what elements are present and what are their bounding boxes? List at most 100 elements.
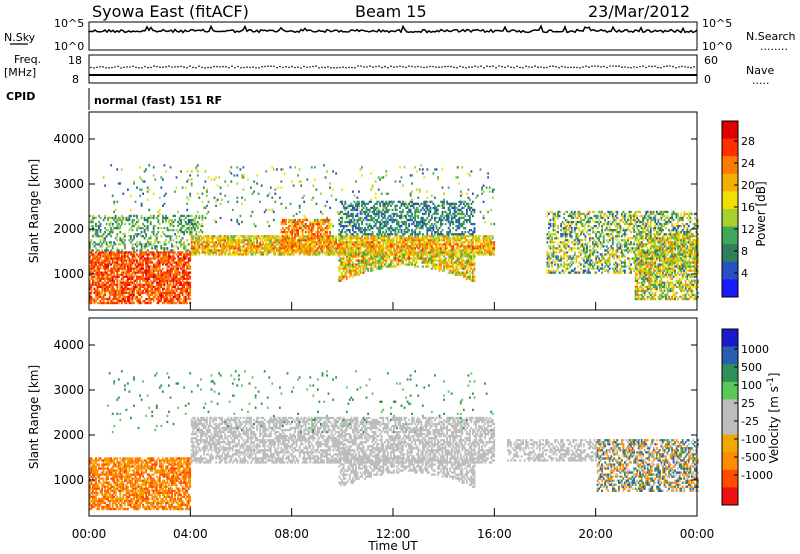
heatmap-cell <box>133 301 135 305</box>
nave-dot <box>273 65 275 68</box>
heatmap-cell <box>195 168 198 171</box>
heatmap-cell <box>370 214 372 218</box>
heatmap-cell <box>446 241 448 244</box>
heatmap-cell <box>432 249 435 252</box>
heatmap-cell <box>219 245 222 248</box>
heatmap-cell <box>365 239 368 242</box>
heatmap-cell <box>323 164 325 167</box>
heatmap-cell <box>225 247 228 250</box>
heatmap-cell <box>130 235 132 238</box>
heatmap-cell <box>136 235 138 238</box>
heatmap-cell <box>289 166 292 169</box>
heatmap-cell <box>352 247 354 250</box>
heatmap-cell <box>409 210 412 214</box>
heatmap-cell <box>111 229 114 232</box>
heatmap-cell <box>93 265 96 268</box>
heatmap-cell <box>178 216 181 220</box>
heatmap-cell <box>236 182 239 185</box>
heatmap-cell <box>423 261 426 264</box>
heatmap-cell <box>424 251 427 254</box>
heatmap-cell <box>353 194 356 197</box>
heatmap-cell <box>317 253 319 256</box>
heatmap-cell <box>184 220 187 224</box>
heatmap-cell <box>440 243 442 246</box>
heatmap-cell <box>89 267 91 270</box>
heatmap-cell <box>99 257 102 260</box>
heatmap-cell <box>348 253 351 256</box>
heatmap-cell <box>450 261 453 264</box>
heatmap-cell <box>263 239 266 242</box>
heatmap-cell <box>396 208 398 212</box>
heatmap-cell <box>178 265 181 268</box>
heatmap-cell <box>231 237 234 240</box>
heatmap-cell <box>423 222 426 226</box>
nave-dot <box>345 67 347 69</box>
heatmap-cell <box>385 261 388 264</box>
heatmap-cell <box>257 243 260 246</box>
heatmap-cell <box>174 265 176 268</box>
heatmap-cell <box>385 231 388 234</box>
heatmap-cell <box>128 271 131 274</box>
heatmap-cell <box>155 247 158 250</box>
heatmap-cell <box>254 251 257 254</box>
heatmap-cell <box>151 275 154 278</box>
heatmap-cell <box>140 275 143 278</box>
heatmap-cell <box>286 227 289 230</box>
heatmap-cell <box>152 297 155 301</box>
heatmap-cell <box>162 178 164 181</box>
heatmap-cell <box>136 289 138 293</box>
heatmap-cell <box>286 233 289 236</box>
heatmap-cell <box>288 224 290 228</box>
heatmap-cell <box>390 227 392 230</box>
heatmap-cell <box>385 265 388 268</box>
heatmap-cell <box>347 229 350 232</box>
heatmap-cell <box>329 253 331 256</box>
heatmap-cell <box>187 257 190 260</box>
heatmap-cell <box>415 245 418 248</box>
heatmap-cell <box>386 263 389 266</box>
heatmap-cell <box>120 261 123 264</box>
heatmap-cell <box>289 241 292 244</box>
heatmap-cell <box>175 245 178 248</box>
heatmap-cell <box>364 237 366 240</box>
heatmap-cell <box>446 237 448 240</box>
heatmap-cell <box>113 241 116 244</box>
heatmap-cell <box>218 239 220 242</box>
heatmap-cell <box>162 289 164 293</box>
heatmap-cell <box>312 224 315 228</box>
heatmap-cell <box>113 289 116 293</box>
nave-dot <box>225 66 227 68</box>
heatmap-cell <box>283 251 286 254</box>
heatmap-cell <box>298 247 301 250</box>
heatmap-cell <box>177 265 179 268</box>
heatmap-cell <box>96 224 99 228</box>
heatmap-cell <box>339 212 342 216</box>
heatmap-cell <box>414 208 417 212</box>
heatmap-cell <box>315 202 318 205</box>
heatmap-cell <box>379 220 382 224</box>
heatmap-cell <box>432 227 435 230</box>
heatmap-cell <box>347 251 350 254</box>
heatmap-cell <box>137 297 140 301</box>
heatmap-cell <box>124 295 126 299</box>
heatmap-cell <box>169 218 172 222</box>
heatmap-cell <box>120 283 123 286</box>
heatmap-cell <box>301 218 304 222</box>
nave-dot <box>420 66 422 68</box>
heatmap-cell <box>114 253 117 256</box>
heatmap-cell <box>434 237 436 240</box>
heatmap-cell <box>326 224 328 228</box>
heatmap-cell <box>89 214 91 218</box>
heatmap-cell <box>127 255 129 258</box>
heatmap-cell <box>365 216 368 220</box>
heatmap-cell <box>117 253 120 256</box>
heatmap-cell <box>434 253 436 256</box>
heatmap-cell <box>110 279 113 282</box>
heatmap-cell <box>272 218 275 222</box>
heatmap-cell <box>168 277 170 280</box>
heatmap-cell <box>122 241 125 244</box>
heatmap-cell <box>158 299 161 303</box>
heatmap-cell <box>295 212 298 216</box>
heatmap-cell <box>414 231 417 234</box>
heatmap-cell <box>105 263 108 266</box>
